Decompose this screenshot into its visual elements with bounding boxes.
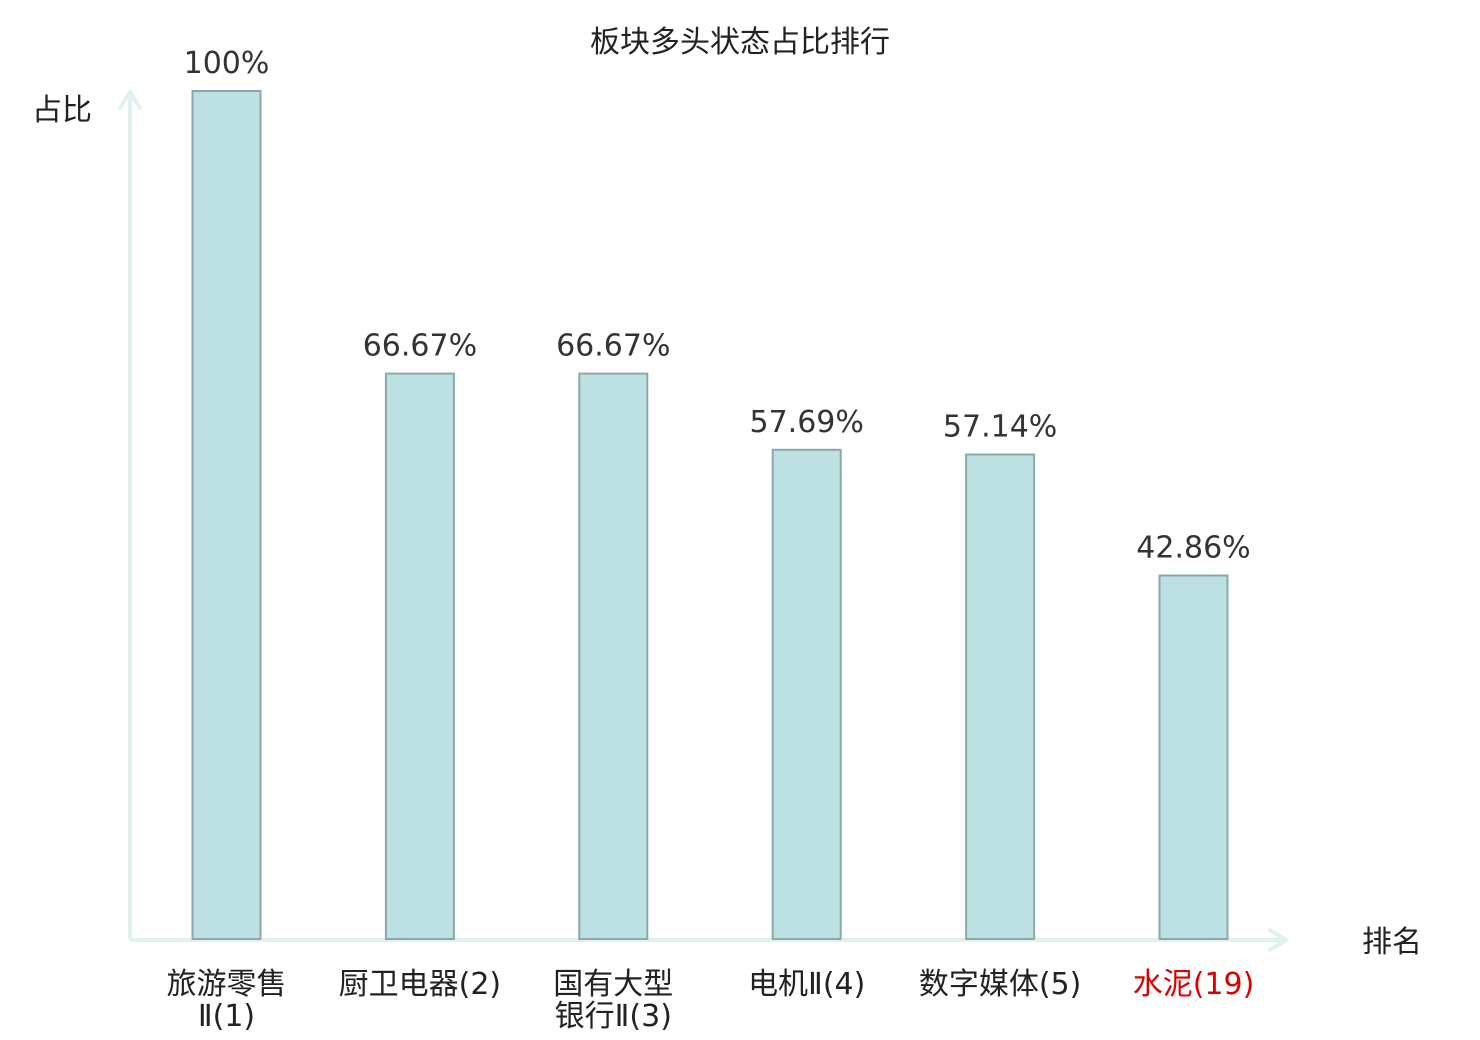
bar-5 xyxy=(965,453,1036,940)
bar-value-label-2: 66.67% xyxy=(363,329,477,364)
bar-value-label-5: 57.14% xyxy=(943,410,1057,445)
x-axis-arrow xyxy=(1268,928,1288,952)
bar-value-label-6: 42.86% xyxy=(1136,531,1250,566)
x-tick-label-1: 旅游零售 xyxy=(167,967,287,1002)
value-label-group: 100% 66.67% 66.67% 57.69% 57.14% 42.86% xyxy=(184,46,1251,566)
chart-axes xyxy=(118,90,1288,952)
bar-4 xyxy=(771,448,842,940)
chart-title: 板块多头状态占比排行 xyxy=(590,25,890,60)
x-tick-label-5: 数字媒体(5) xyxy=(919,967,1082,1002)
bar-group xyxy=(191,90,1229,941)
x-axis-label: 排名 xyxy=(1362,925,1422,960)
bar-2 xyxy=(384,372,455,941)
x-tick-label-2: 厨卫电器(2) xyxy=(339,967,502,1002)
bar-value-label-3: 66.67% xyxy=(556,329,670,364)
bar-value-label-4: 57.69% xyxy=(750,405,864,440)
y-axis-label: 占比 xyxy=(32,93,92,128)
x-tick-label-4: 电机Ⅱ(4) xyxy=(748,967,865,1002)
x-tick-label-3: 国有大型 xyxy=(553,967,673,1002)
bar-3 xyxy=(578,372,649,941)
bar-1 xyxy=(191,90,262,940)
bar-6 xyxy=(1158,574,1229,940)
x-tick-label-line2-3: 银行Ⅱ(3) xyxy=(555,999,672,1034)
y-axis-arrow xyxy=(118,90,142,110)
bar-value-label-1: 100% xyxy=(184,46,270,81)
x-tick-label-6: 水泥(19) xyxy=(1133,967,1255,1002)
x-tick-label-line2-1: Ⅱ(1) xyxy=(198,999,255,1034)
